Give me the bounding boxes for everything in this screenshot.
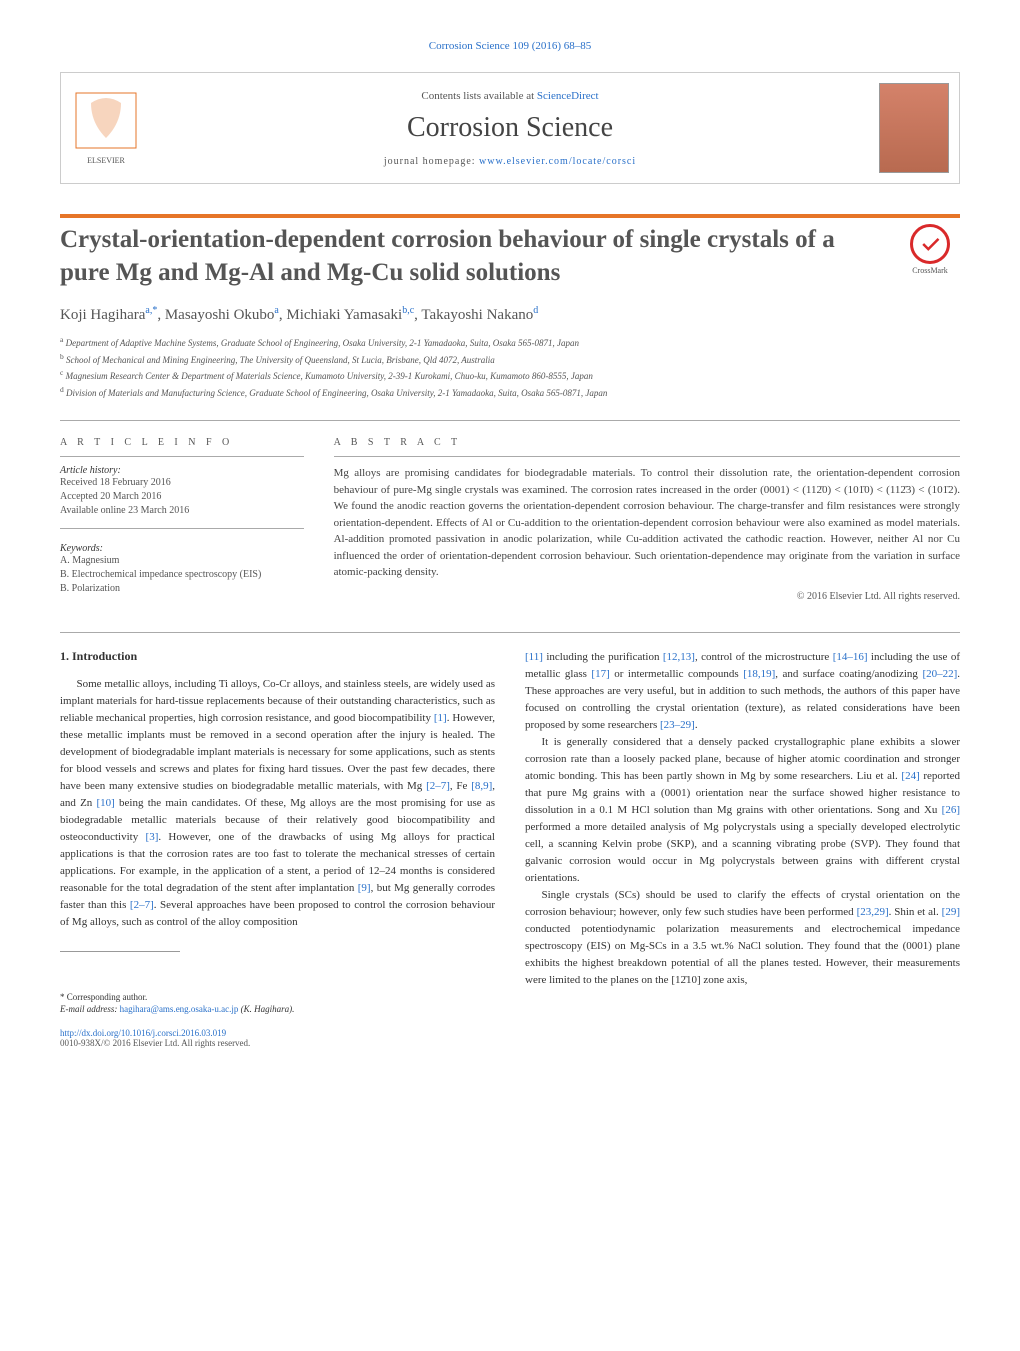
divider (60, 632, 960, 633)
author[interactable]: Koji Hagiharaa,* (60, 307, 157, 323)
banner-center: Contents lists available at ScienceDirec… (161, 90, 859, 167)
body-right-column: [11] including the purification [12,13],… (525, 649, 960, 1049)
ref-link[interactable]: [8,9] (471, 780, 492, 792)
keywords-label: Keywords: (60, 543, 304, 554)
affiliation: b School of Mechanical and Mining Engine… (60, 351, 960, 368)
ref-link[interactable]: [18,19] (743, 668, 775, 680)
ref-link[interactable]: [2–7] (426, 780, 450, 792)
crossmark-label: CrossMark (900, 266, 960, 275)
article-info-column: a r t i c l e i n f o Article history: R… (60, 437, 304, 602)
divider (60, 420, 960, 421)
ref-link[interactable]: [12,13] (663, 651, 695, 663)
abstract-copyright: © 2016 Elsevier Ltd. All rights reserved… (334, 591, 960, 602)
ref-link[interactable]: [26] (942, 804, 960, 816)
ref-link[interactable]: [1] (434, 712, 447, 724)
crossmark-icon (910, 224, 950, 264)
title-section: CrossMark Crystal-orientation-dependent … (60, 224, 960, 400)
ref-link[interactable]: [2–7] (130, 899, 154, 911)
issn-line: 0010-938X/© 2016 Elsevier Ltd. All right… (60, 1038, 495, 1048)
author[interactable]: Masayoshi Okuboa (165, 307, 279, 323)
journal-banner: ELSEVIER Contents lists available at Sci… (60, 72, 960, 184)
history-label: Article history: (60, 465, 304, 476)
intro-heading: 1. Introduction (60, 649, 495, 664)
ref-link[interactable]: [20–22] (922, 668, 957, 680)
ref-link[interactable]: [24] (901, 770, 919, 782)
doi-line: http://dx.doi.org/10.1016/j.corsci.2016.… (60, 1028, 495, 1038)
divider (60, 528, 304, 529)
keyword-item: B. Polarization (60, 582, 304, 596)
author[interactable]: Michiaki Yamasakib,c (286, 307, 414, 323)
contents-available: Contents lists available at ScienceDirec… (161, 90, 859, 102)
ref-link[interactable]: [14–16] (833, 651, 868, 663)
svg-text:ELSEVIER: ELSEVIER (87, 156, 125, 165)
article-title: Crystal-orientation-dependent corrosion … (60, 224, 960, 289)
header-citation[interactable]: Corrosion Science 109 (2016) 68–85 (60, 40, 960, 52)
crossmark-badge[interactable]: CrossMark (900, 224, 960, 284)
affiliation: d Division of Materials and Manufacturin… (60, 384, 960, 401)
email-link[interactable]: hagihara@ams.eng.osaka-u.ac.jp (120, 1004, 239, 1014)
history-item: Accepted 20 March 2016 (60, 490, 304, 504)
body-paragraph: It is generally considered that a densel… (525, 734, 960, 887)
citation-text: Corrosion Science 109 (2016) 68–85 (429, 40, 592, 52)
abstract-column: a b s t r a c t Mg alloys are promising … (334, 437, 960, 602)
journal-name: Corrosion Science (161, 112, 859, 144)
history-item: Received 18 February 2016 (60, 476, 304, 490)
article-info-label: a r t i c l e i n f o (60, 437, 304, 448)
page-root: Corrosion Science 109 (2016) 68–85 ELSEV… (0, 0, 1020, 1088)
keyword-item: A. Magnesium (60, 554, 304, 568)
ref-link[interactable]: [17] (591, 668, 609, 680)
footnote-divider (60, 951, 180, 952)
body-paragraph: [11] including the purification [12,13],… (525, 649, 960, 734)
abstract-label: a b s t r a c t (334, 437, 960, 448)
ref-link[interactable]: [9] (358, 882, 371, 894)
body-paragraph: Some metallic alloys, including Ti alloy… (60, 676, 495, 932)
abstract-text: Mg alloys are promising candidates for b… (334, 465, 960, 581)
doi-link[interactable]: http://dx.doi.org/10.1016/j.corsci.2016.… (60, 1028, 226, 1038)
elsevier-logo[interactable]: ELSEVIER (71, 88, 141, 168)
divider (334, 456, 960, 457)
email-line: E-mail address: hagihara@ams.eng.osaka-u… (60, 1004, 495, 1014)
ref-link[interactable]: [23–29] (660, 719, 695, 731)
body-paragraph: Single crystals (SCs) should be used to … (525, 887, 960, 989)
affiliation: c Magnesium Research Center & Department… (60, 367, 960, 384)
corresponding-author: * Corresponding author. (60, 992, 495, 1002)
authors-line: Koji Hagiharaa,*, Masayoshi Okuboa, Mich… (60, 305, 960, 324)
ref-link[interactable]: [3] (146, 831, 159, 843)
journal-homepage: journal homepage: www.elsevier.com/locat… (161, 156, 859, 167)
divider (60, 456, 304, 457)
keyword-item: B. Electrochemical impedance spectroscop… (60, 568, 304, 582)
journal-cover-thumbnail[interactable] (879, 83, 949, 173)
homepage-link[interactable]: www.elsevier.com/locate/corsci (479, 156, 636, 167)
ref-link[interactable]: [10] (97, 797, 115, 809)
body-columns: 1. Introduction Some metallic alloys, in… (60, 649, 960, 1049)
accent-bar (60, 214, 960, 218)
sciencedirect-link[interactable]: ScienceDirect (537, 90, 599, 102)
ref-link[interactable]: [29] (942, 906, 960, 918)
footer-area: * Corresponding author. E-mail address: … (60, 992, 495, 1048)
affiliations: a Department of Adaptive Machine Systems… (60, 334, 960, 400)
ref-link[interactable]: [23,29] (857, 906, 889, 918)
history-item: Available online 23 March 2016 (60, 504, 304, 518)
affiliation: a Department of Adaptive Machine Systems… (60, 334, 960, 351)
info-section: a r t i c l e i n f o Article history: R… (60, 437, 960, 602)
body-left-column: 1. Introduction Some metallic alloys, in… (60, 649, 495, 1049)
author[interactable]: Takayoshi Nakanod (421, 307, 538, 323)
ref-link[interactable]: [11] (525, 651, 543, 663)
